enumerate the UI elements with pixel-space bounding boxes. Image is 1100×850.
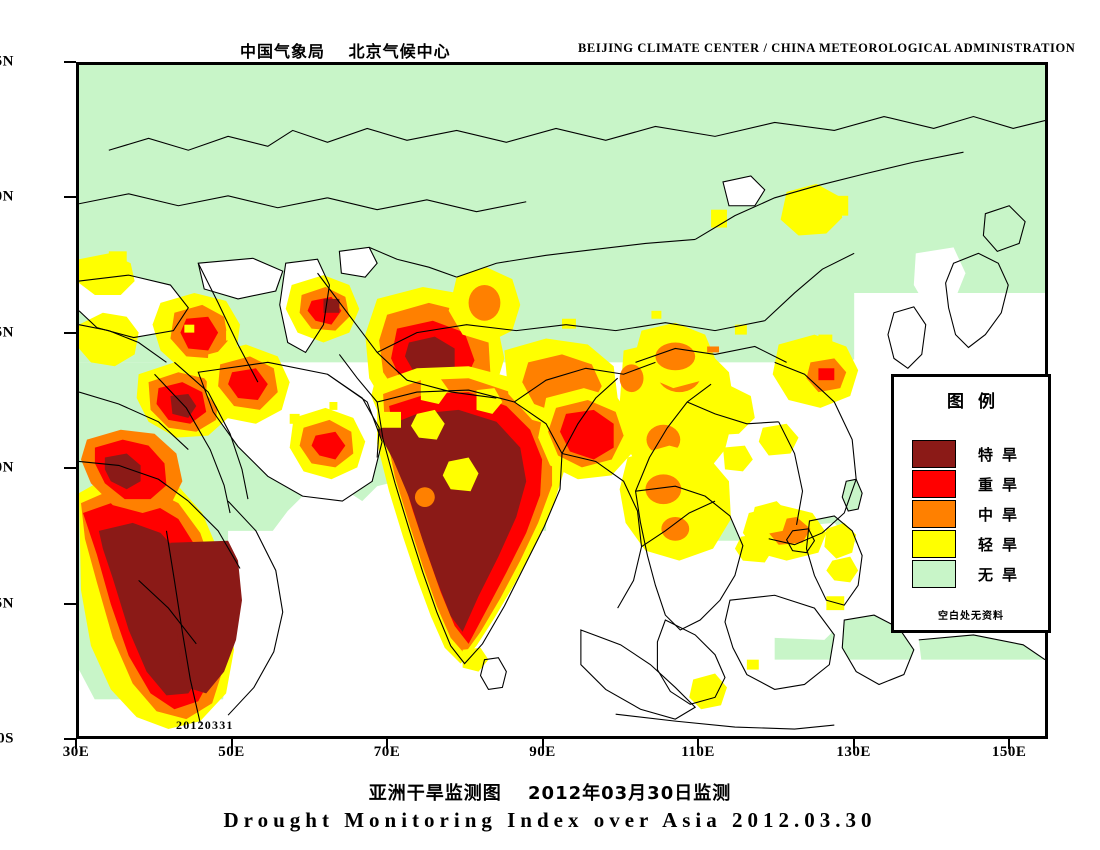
drought-caspian-south (285, 275, 360, 343)
y-axis-tick-label: 20N (0, 459, 14, 476)
x-axis-tick-label: 130E (836, 744, 871, 760)
x-axis-tick-mark (230, 739, 233, 749)
legend-label: 轻旱 (978, 535, 1027, 554)
organization-name-en: BEIJING CLIMATE CENTER / CHINA METEOROLO… (578, 41, 1076, 55)
drought-map[interactable] (79, 65, 1045, 736)
date-stamp: 20120331 (176, 718, 234, 732)
drought-north-china-plain (772, 334, 859, 408)
x-axis-tick-mark (541, 739, 544, 749)
x-axis-tick-label: 70E (373, 744, 401, 760)
drought-kazakhstan (448, 267, 521, 343)
legend-note: 空白处无资料 (938, 611, 1004, 622)
y-axis-tick-mark (64, 602, 76, 605)
x-axis-tick-label: 90E (529, 744, 556, 760)
drought-bengal (538, 388, 634, 480)
legend-item: 特旱 (912, 439, 1040, 469)
legend-label: 无旱 (978, 565, 1027, 584)
y-axis-tick-mark (64, 196, 76, 199)
y-axis-tick-mark (64, 738, 76, 740)
drought-persian-gulf (289, 407, 366, 480)
y-axis-tick-label: 50N (0, 188, 14, 205)
drought-horn-of-africa (79, 473, 242, 730)
y-axis-tick-label: 65N (0, 53, 14, 70)
drought-sumatra (689, 659, 759, 710)
legend-item: 重旱 (912, 469, 1040, 499)
legend-swatch (912, 560, 956, 588)
x-axis-tick-label: 110E (681, 744, 715, 760)
y-axis-tick-mark (64, 467, 76, 470)
drought-yunnan (619, 445, 731, 561)
organization-name-cn: 中国气象局 北京气候中心 (240, 42, 451, 61)
drought-gansu (691, 384, 799, 472)
legend-swatch (912, 440, 956, 468)
y-axis-tick-label: 5N (0, 595, 14, 612)
legend-items: 特旱重旱中旱轻旱无旱 (912, 439, 1040, 589)
map-title-en: Drought Monitoring Index over Asia 2012.… (223, 808, 877, 832)
legend-item: 轻旱 (912, 529, 1040, 559)
legend-label: 特旱 (978, 445, 1027, 464)
drought-india (377, 366, 564, 672)
y-axis-tick-label: 10S (0, 730, 14, 747)
x-axis-tick-mark (386, 739, 389, 749)
y-axis-tick-mark (64, 61, 76, 63)
legend-swatch (912, 500, 956, 528)
map-frame[interactable] (76, 62, 1048, 739)
legend-box: 图例 特旱重旱中旱轻旱无旱 空白处无资料 (891, 374, 1051, 633)
drought-specks (108, 251, 747, 428)
x-axis-tick-mark (852, 739, 855, 749)
coastline-layer (79, 115, 1045, 730)
x-axis-tick-mark (1008, 739, 1011, 749)
x-axis-tick-label: 150E (991, 744, 1027, 760)
legend-title: 图例 (947, 392, 1009, 412)
drought-red-sea-coast (136, 362, 229, 438)
legend-label: 中旱 (978, 505, 1027, 524)
legend-item: 中旱 (912, 499, 1040, 529)
legend-item: 无旱 (912, 559, 1040, 589)
legend-swatch (912, 470, 956, 498)
x-axis-tick-mark (697, 739, 700, 749)
drought-levant (79, 253, 139, 367)
drought-iraq (206, 344, 290, 424)
drought-luzon (824, 522, 859, 611)
page-header: 中国气象局 北京气候中心 BEIJING CLIMATE CENTER / CH… (0, 38, 1100, 64)
drought-tonkin (750, 501, 789, 535)
x-axis-tick-label: 30E (62, 744, 90, 760)
x-axis-tick-label: 50E (218, 744, 245, 760)
legend-swatch (912, 530, 956, 558)
map-title-cn: 亚洲干旱监测图 2012年03月30日监测 (368, 783, 732, 804)
x-axis-tick-mark (75, 739, 77, 749)
y-axis-tick-label: 35N (0, 324, 14, 341)
legend-label: 重旱 (978, 475, 1027, 494)
y-axis-tick-mark (64, 331, 76, 334)
